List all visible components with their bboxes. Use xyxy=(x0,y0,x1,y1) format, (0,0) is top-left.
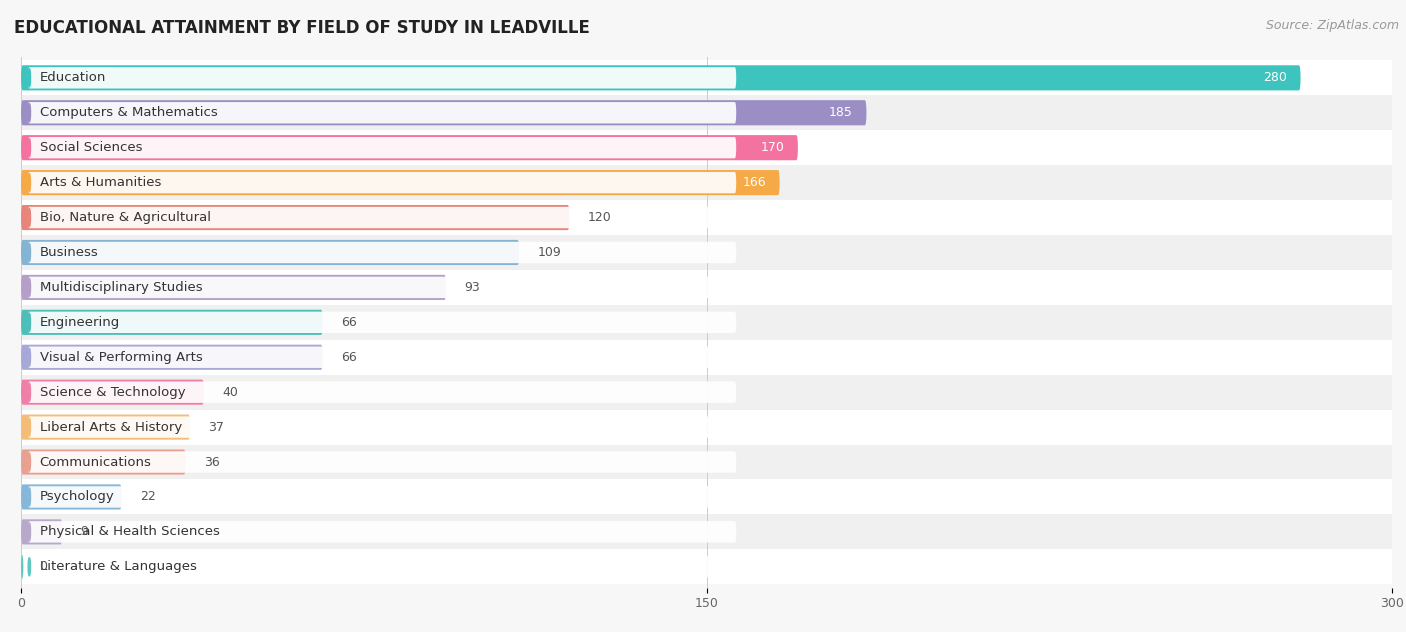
Circle shape xyxy=(28,488,31,506)
Text: 36: 36 xyxy=(204,456,219,468)
Text: Literature & Languages: Literature & Languages xyxy=(39,561,197,573)
Bar xyxy=(21,480,1392,514)
Bar xyxy=(21,444,1392,480)
FancyBboxPatch shape xyxy=(21,449,186,475)
Bar xyxy=(21,305,1392,340)
FancyBboxPatch shape xyxy=(21,520,62,544)
FancyBboxPatch shape xyxy=(21,554,24,580)
Circle shape xyxy=(28,104,31,122)
Text: 109: 109 xyxy=(537,246,561,259)
Text: 9: 9 xyxy=(80,525,89,538)
Circle shape xyxy=(28,348,31,367)
Text: Source: ZipAtlas.com: Source: ZipAtlas.com xyxy=(1265,19,1399,32)
Circle shape xyxy=(28,313,31,331)
Bar xyxy=(21,200,1392,235)
Text: Bio, Nature & Agricultural: Bio, Nature & Agricultural xyxy=(39,211,211,224)
Text: 22: 22 xyxy=(141,490,156,504)
Text: 66: 66 xyxy=(342,351,357,364)
FancyBboxPatch shape xyxy=(21,415,190,440)
Circle shape xyxy=(28,523,31,541)
Text: Education: Education xyxy=(39,71,105,84)
FancyBboxPatch shape xyxy=(28,521,737,542)
Bar xyxy=(21,340,1392,375)
Circle shape xyxy=(28,174,31,191)
Circle shape xyxy=(28,278,31,296)
Text: Physical & Health Sciences: Physical & Health Sciences xyxy=(39,525,219,538)
Text: Psychology: Psychology xyxy=(39,490,114,504)
FancyBboxPatch shape xyxy=(28,556,737,578)
Circle shape xyxy=(28,243,31,262)
FancyBboxPatch shape xyxy=(21,310,323,335)
FancyBboxPatch shape xyxy=(28,451,737,473)
FancyBboxPatch shape xyxy=(28,102,737,123)
Text: 185: 185 xyxy=(830,106,853,119)
FancyBboxPatch shape xyxy=(21,484,122,509)
FancyBboxPatch shape xyxy=(28,486,737,507)
FancyBboxPatch shape xyxy=(21,65,1301,90)
Circle shape xyxy=(28,557,31,576)
FancyBboxPatch shape xyxy=(28,67,737,88)
FancyBboxPatch shape xyxy=(21,135,799,161)
FancyBboxPatch shape xyxy=(28,346,737,368)
Text: 93: 93 xyxy=(464,281,479,294)
Text: 120: 120 xyxy=(588,211,612,224)
FancyBboxPatch shape xyxy=(21,344,323,370)
Bar xyxy=(21,549,1392,584)
Bar xyxy=(21,514,1392,549)
FancyBboxPatch shape xyxy=(21,380,204,404)
Text: 0: 0 xyxy=(39,561,48,573)
FancyBboxPatch shape xyxy=(21,100,866,125)
Text: Liberal Arts & History: Liberal Arts & History xyxy=(39,421,181,434)
Text: Business: Business xyxy=(39,246,98,259)
Bar xyxy=(21,130,1392,165)
FancyBboxPatch shape xyxy=(28,137,737,159)
Bar xyxy=(21,270,1392,305)
FancyBboxPatch shape xyxy=(28,277,737,298)
Text: Engineering: Engineering xyxy=(39,316,120,329)
Bar xyxy=(21,165,1392,200)
Text: Computers & Mathematics: Computers & Mathematics xyxy=(39,106,218,119)
FancyBboxPatch shape xyxy=(21,205,569,230)
Text: Visual & Performing Arts: Visual & Performing Arts xyxy=(39,351,202,364)
Circle shape xyxy=(28,209,31,227)
Circle shape xyxy=(28,418,31,436)
FancyBboxPatch shape xyxy=(21,170,780,195)
Circle shape xyxy=(28,383,31,401)
Text: 37: 37 xyxy=(208,421,225,434)
Circle shape xyxy=(28,138,31,157)
Bar xyxy=(21,410,1392,444)
Text: 280: 280 xyxy=(1263,71,1286,84)
Circle shape xyxy=(28,453,31,471)
FancyBboxPatch shape xyxy=(28,242,737,263)
Bar xyxy=(21,61,1392,95)
FancyBboxPatch shape xyxy=(21,240,519,265)
Circle shape xyxy=(28,69,31,87)
Text: Multidisciplinary Studies: Multidisciplinary Studies xyxy=(39,281,202,294)
Text: Communications: Communications xyxy=(39,456,152,468)
Bar xyxy=(21,95,1392,130)
Text: Science & Technology: Science & Technology xyxy=(39,386,186,399)
Text: Arts & Humanities: Arts & Humanities xyxy=(39,176,162,189)
Bar xyxy=(21,375,1392,410)
Text: 170: 170 xyxy=(761,141,785,154)
FancyBboxPatch shape xyxy=(28,382,737,403)
Text: EDUCATIONAL ATTAINMENT BY FIELD OF STUDY IN LEADVILLE: EDUCATIONAL ATTAINMENT BY FIELD OF STUDY… xyxy=(14,19,591,37)
FancyBboxPatch shape xyxy=(28,172,737,193)
Text: 66: 66 xyxy=(342,316,357,329)
Text: Social Sciences: Social Sciences xyxy=(39,141,142,154)
Bar xyxy=(21,235,1392,270)
FancyBboxPatch shape xyxy=(28,312,737,333)
FancyBboxPatch shape xyxy=(21,275,446,300)
Text: 40: 40 xyxy=(222,386,238,399)
FancyBboxPatch shape xyxy=(28,416,737,438)
FancyBboxPatch shape xyxy=(28,207,737,228)
Text: 166: 166 xyxy=(742,176,766,189)
